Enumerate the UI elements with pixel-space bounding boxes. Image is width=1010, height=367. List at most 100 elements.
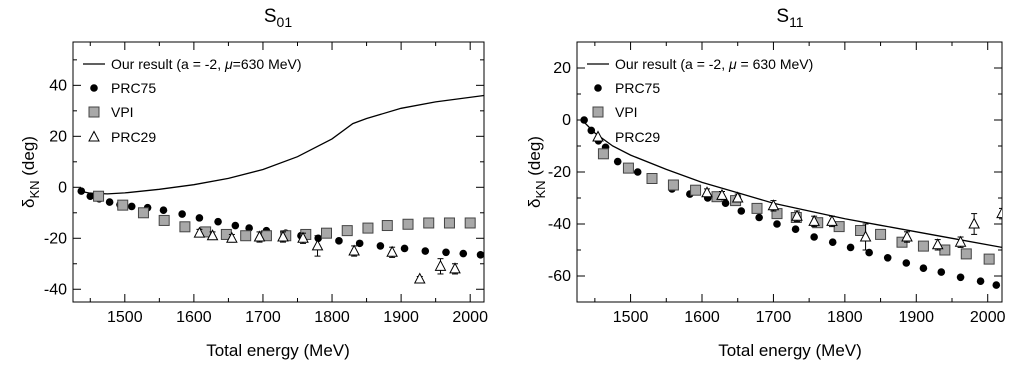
x-tick-label: 1600 [176,309,212,326]
data-point-triangle [413,272,426,284]
data-point-square [667,179,679,191]
x-tick-label: 1800 [827,309,863,326]
data-point-square [464,217,476,229]
data-point-square [690,184,702,196]
data-point-circle [159,206,168,215]
y-tick-label: -40 [44,281,67,298]
data-point-circle [791,225,800,233]
data-point-circle [421,247,430,255]
legend-label: PRC75 [615,80,660,96]
data-point-circle [442,248,450,257]
data-layer [580,116,1002,289]
data-point-circle [737,207,746,215]
data-point-triangle [954,235,967,247]
data-point-square [423,217,435,229]
x-tick-label: 1600 [684,309,720,326]
data-point-circle [865,248,873,257]
data-point-triangle [206,229,219,241]
data-point-circle [214,217,222,226]
legend: Our result (a = -2, μ = 630 MeV) PRC75 VPI… [587,56,813,145]
y-tick-label: 40 [49,77,67,94]
data-point-triangle [311,239,324,251]
data-point-square [240,230,252,242]
y-tick-label: 0 [562,112,571,129]
data-point-circle [376,242,385,250]
data-point-circle [902,259,911,267]
data-point-circle [919,264,928,273]
legend-label: PRC29 [615,129,660,145]
y-tick-label: 0 [58,179,67,196]
x-axis-label: Total energy (MeV) [718,341,862,360]
x-tick-label: 1500 [613,309,649,326]
data-point-circle [755,213,763,222]
legend-marker-square [88,106,100,118]
data-point-triangle [226,231,238,243]
data-point-circle [476,251,484,259]
data-point-circle [992,281,1001,289]
plot-frame [72,41,485,303]
data-point-square [158,214,170,226]
data-point-triangle [297,231,309,243]
data-point-circle [956,273,965,282]
data-point-square [341,225,353,237]
legend-marker-square [592,106,604,118]
data-point-square [381,220,393,232]
data-point-circle [937,268,946,276]
data-point-circle [580,116,588,124]
data-point-circle [459,249,468,258]
data-point-square [960,248,972,260]
data-point-square [93,190,105,202]
data-point-square [983,253,995,265]
legend-label: VPI [111,104,134,120]
legend-label: Our result (a = -2, μ = 630 MeV) [615,56,813,72]
data-point-square [646,173,658,184]
data-point-square [917,240,929,252]
data-point-triangle [253,230,266,242]
data-point-triangle [968,217,980,229]
data-point-triangle [791,209,803,221]
data-point-square [875,228,887,240]
data-point-circle [355,239,364,248]
series-line [79,94,484,195]
chart-panel-0: S01 1500 1600 1700 1800 1900 2000 -40 -20 0 20 40 To… [19,6,488,360]
data-point-circle [314,234,323,243]
data-point-circle [335,237,343,245]
x-tick-label: 1800 [314,309,350,326]
data-point-triangle [449,262,461,274]
x-axis-label: Total energy (MeV) [206,341,350,360]
data-point-triangle [931,238,944,250]
legend-marker-triangle [592,130,604,142]
data-point-square [137,207,149,219]
data-point-square [597,148,609,160]
data-point-square [622,162,634,174]
data-point-square [117,199,129,211]
data-point-triangle [731,191,744,203]
data-point-circle [613,157,622,166]
data-point-circle [976,277,985,286]
data-point-circle [127,202,136,211]
data-point-square [321,227,333,239]
data-point-triangle [716,188,728,200]
data-point-circle [231,221,240,230]
legend-marker-circle [594,84,602,92]
y-tick-label: -40 [548,216,571,233]
data-point-circle [810,233,818,241]
y-tick-label: 20 [49,128,67,145]
data-point-circle [828,238,837,246]
data-point-triangle [386,245,398,257]
x-tick-label: 2000 [452,309,488,326]
data-point-circle [883,253,892,262]
data-point-square [179,221,191,233]
data-point-circle [178,210,186,218]
data-point-triangle [901,230,913,242]
data-point-circle [195,214,204,222]
data-point-triangle [701,186,713,198]
chart-panel-1: S11 1500 1600 1700 1800 1900 2000 -60 -40 -20 0 20 T… [525,6,1006,360]
chart-title: S11 [776,6,803,30]
y-tick-label: -60 [548,268,571,285]
data-point-circle [721,199,730,207]
legend-label: VPI [615,104,638,120]
data-point-triangle [996,207,1002,219]
legend: Our result (a = -2, μ=630 MeV) PRC75 VPI PR… [83,56,302,145]
legend-label: PRC29 [111,129,156,145]
